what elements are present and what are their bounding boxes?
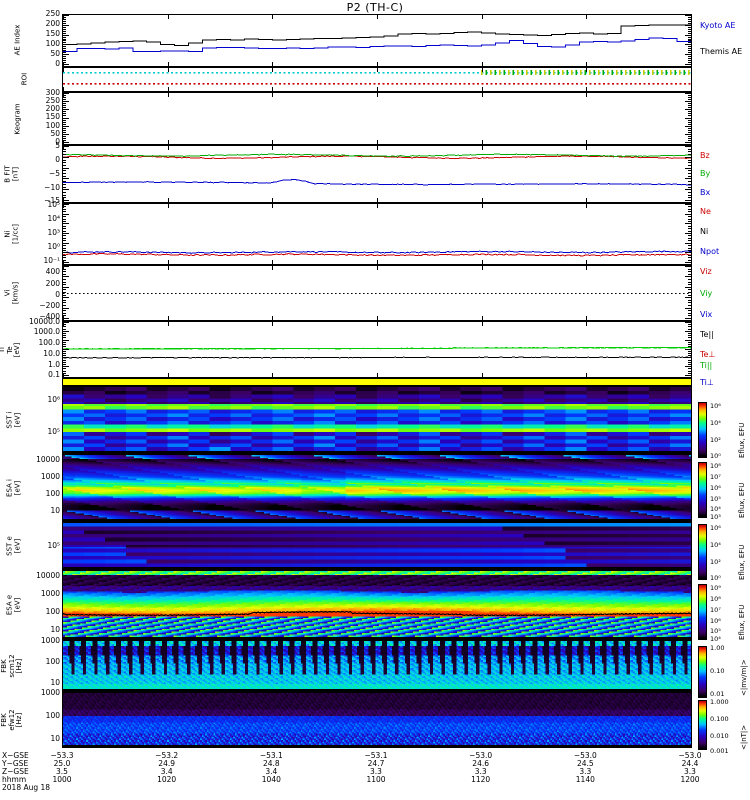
footer-date: 2018 Aug 18 [2,783,51,792]
legend-npot: Npot [700,247,720,256]
footer-y-gse-6: 24.4 [681,759,699,768]
footer-y-gse-0: 25.0 [53,759,71,768]
footer-hhmm-5: 1140 [575,775,595,784]
legend-ti-par: Ti|| [700,361,713,370]
footer-z-gse-5: 3.3 [579,767,592,776]
footer-x-gse-0: −53.3 [50,751,74,760]
footer-y-gse-5: 24.5 [576,759,594,768]
footer-hhmm-6: 1200 [680,775,700,784]
panel-b-fit [62,145,692,203]
footer-x-gse-5: −53.0 [573,751,597,760]
panel-sst-i [62,386,692,454]
footer-y-gse-1: 24.9 [158,759,175,768]
footer-z-gse-0: 3.5 [56,767,68,776]
legend-themis-ae: Themis AE [700,47,743,56]
footer-x-gse-2: −53.1 [259,751,283,760]
panel-esa-i [62,454,692,522]
footer-z-gse-1: 3.4 [160,767,173,776]
footer-hhmm-1: 1020 [157,775,177,784]
legend-ti-perp: Ti⊥ [700,378,714,387]
colorbar-fbk-efw12 [698,700,707,750]
panel-esa-e [62,570,692,640]
page-title: P2 (TH-C) [346,1,404,14]
colorbar-sst-e [698,524,707,580]
panel-fbk-efw12 [62,692,692,748]
footer-z-gse-2: 3.4 [265,767,278,776]
panel-ae-index [62,14,692,67]
footer-x-gse-6: −53.0 [678,751,702,760]
footer-z-gse-3: 3.3 [370,767,382,776]
footer-x-gse-3: −53.1 [364,751,388,760]
footer-hhmm-0: 1000 [52,775,72,784]
colorbar-esa-i [698,462,707,518]
panel-mode-bar [62,378,692,386]
legend-vix: Vix [700,310,713,319]
footer-hhmm-2: 1040 [261,775,281,784]
footer-y-gse-2: 24.8 [262,759,280,768]
panel-roi [62,67,692,92]
footer-hhmm-4: 1120 [471,775,491,784]
footer-y-gse-4: 24.6 [472,759,489,768]
ylabel-roi: ROI [20,72,29,86]
legend-ne: Ne [700,207,711,216]
legend-viz: Viz [700,267,712,276]
panel-ti-te [62,321,692,378]
legend-te-perp: Te⊥ [700,350,716,359]
panel-sst-e [62,522,692,570]
footer-z-gse-4: 3.3 [474,767,487,776]
legend-kyoto-ae: Kyoto AE [700,21,736,30]
colorbar-esa-e [698,584,707,640]
legend-bz: Bz [700,151,710,160]
footer-x-gse-4: −53.0 [469,751,493,760]
legend-viy: Viy [700,289,713,298]
panel-ni [62,203,692,265]
colorbar-sst-i [698,402,707,458]
legend-by: By [700,169,711,178]
panel-keogram [62,92,692,145]
panel-fbk-scm12 [62,640,692,692]
footer-x-gse-1: −53.2 [155,751,179,760]
colorbar-fbk-scm12 [698,646,707,698]
footer-hhmm-3: 1100 [366,775,386,784]
legend-te-par: Te|| [700,330,714,339]
footer-y-gse-3: 24.7 [367,759,385,768]
legend-ni: Ni [700,227,709,236]
legend-bx: Bx [700,188,711,197]
panel-vi [62,265,692,321]
footer-z-gse-6: 3.3 [684,767,696,776]
